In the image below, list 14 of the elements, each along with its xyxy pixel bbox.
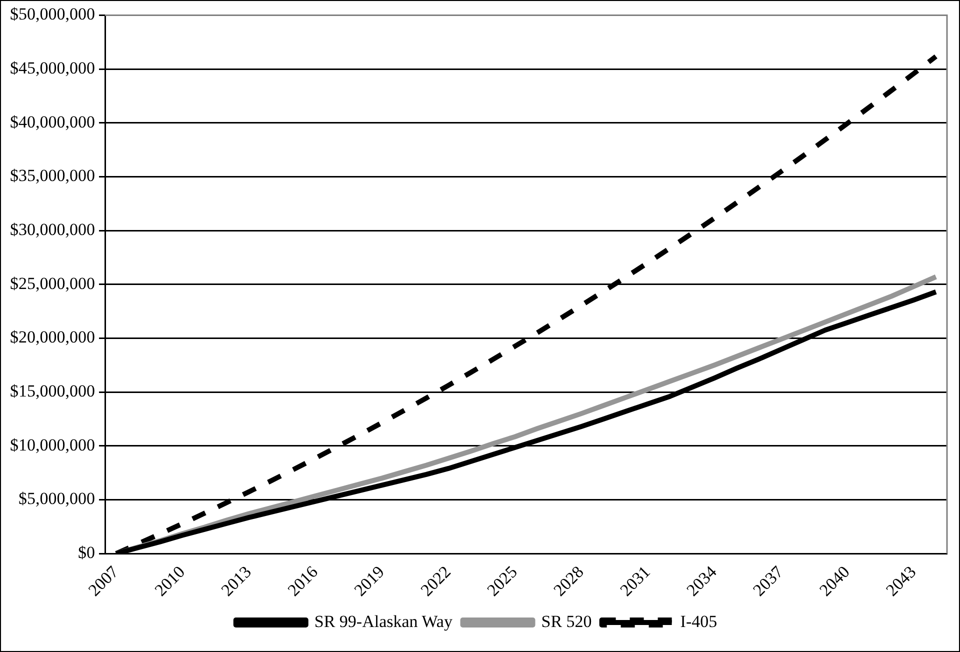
legend-label: SR 520 xyxy=(541,612,592,631)
y-tick-label: $10,000,000 xyxy=(10,435,95,454)
y-tick-label: $35,000,000 xyxy=(10,166,95,186)
y-tick-label: $50,000,000 xyxy=(10,4,95,24)
y-tick-label: $40,000,000 xyxy=(10,112,95,132)
legend-label: SR 99-Alaskan Way xyxy=(314,612,453,631)
y-tick-label: $5,000,000 xyxy=(18,489,95,508)
y-tick-label: $20,000,000 xyxy=(10,328,95,347)
y-tick-label: $25,000,000 xyxy=(10,274,95,293)
y-tick-label: $30,000,000 xyxy=(10,220,95,239)
legend-label: I-405 xyxy=(680,612,718,631)
y-tick-label: $15,000,000 xyxy=(10,382,95,400)
y-tick-label: $0 xyxy=(78,543,95,562)
y-tick-label: $45,000,000 xyxy=(10,58,95,78)
